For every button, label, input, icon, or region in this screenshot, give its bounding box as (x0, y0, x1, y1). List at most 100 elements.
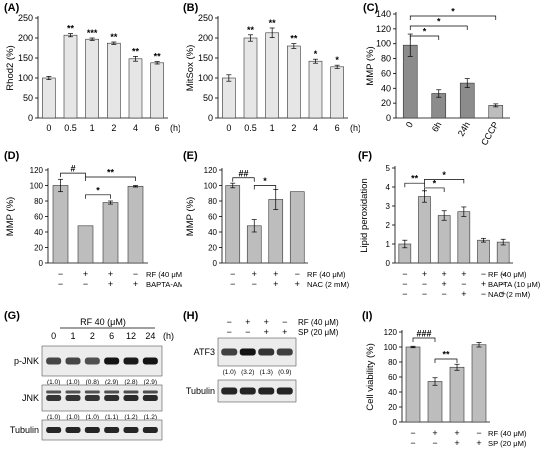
blot-row-label: JNK (22, 393, 39, 403)
blot-quant-label: (1.2) (124, 414, 137, 421)
treatment-label: RF (40 μM) (488, 429, 527, 438)
y-tick-label: 120 (376, 24, 391, 34)
significance-bracket (85, 194, 111, 199)
y-tick-label: 4 (386, 183, 391, 192)
treatment-sign: − (461, 279, 466, 289)
blot-membrane (41, 384, 163, 412)
y-tick-label: 0 (386, 113, 391, 123)
bracket-label: * (423, 27, 427, 37)
significance-label: ** (67, 24, 75, 34)
blot-band (239, 348, 256, 356)
significance-bracket (60, 172, 86, 178)
treatment-sign: − (432, 438, 437, 448)
y-tick-label: 20 (34, 244, 43, 253)
blot-time-label: 2 (90, 331, 95, 341)
blot-band (258, 348, 275, 356)
treatment-sign: + (501, 289, 506, 299)
significance-bracket (434, 358, 458, 363)
bar (225, 185, 241, 264)
blot-quant-label: (1.0) (47, 414, 60, 421)
y-tick-label: 80 (208, 197, 217, 206)
x-tick-label: 0 (404, 120, 415, 129)
panel-label-f: (F) (358, 150, 373, 162)
y-tick-label: 3 (386, 202, 391, 211)
blot-quant-label: (1.3) (260, 369, 273, 376)
bar (52, 185, 69, 264)
x-tick-label: CCCP (479, 120, 500, 147)
bar (265, 32, 279, 119)
blot-time-label: 6 (109, 331, 114, 341)
significance-label: ** (154, 52, 162, 62)
blot-membrane (41, 419, 163, 441)
treatment-sign: + (252, 269, 257, 279)
y-tick-label: 1 (386, 240, 391, 249)
significance-label: * (314, 49, 318, 59)
x-tick-label: 6 (335, 123, 340, 133)
y-tick-label: 50 (203, 93, 213, 103)
y-tick-label: 0 (213, 259, 218, 268)
blot-treatment-header: RF 40 (μM) (80, 317, 126, 327)
treatment-sign: + (476, 438, 481, 448)
treatment-sign: + (454, 438, 459, 448)
blot-treatment-sign: + (282, 327, 287, 337)
treatment-sign: − (295, 269, 300, 279)
significance-bracket (85, 176, 136, 181)
y-tick-label: 60 (34, 213, 43, 222)
bar (128, 58, 143, 119)
bar (102, 202, 119, 264)
blot-quant-label: (1.0) (223, 369, 236, 376)
treatment-sign: + (273, 279, 278, 289)
treatment-sign: − (410, 438, 415, 448)
blot-quant-label: (1.0) (66, 379, 79, 386)
blot-band (65, 427, 81, 433)
treatment-sign: + (108, 269, 113, 279)
x-tick-label: 0.5 (64, 123, 77, 133)
jnk-western-blot: RF 40 (μM)0 1 2 6 12 24 (h)p-JNK(1.0) (1.0) (0.8… (10, 317, 174, 441)
blot-quant-label: (1.0) (47, 379, 60, 386)
treatment-sign: − (501, 269, 506, 279)
blot-band (104, 390, 120, 394)
significance-label: *** (87, 28, 98, 38)
significance-label: ** (132, 46, 140, 56)
blot-quant-label: (1.1) (105, 414, 118, 421)
treatment-label: RF (40 μM) (146, 270, 182, 279)
significance-bracket (424, 187, 445, 192)
significance-bracket (424, 179, 465, 184)
significance-bracket (409, 35, 440, 40)
blot-treatment-label: SP (20 μM) (298, 328, 339, 337)
mmp-time-bar-chart: 0 20 40 60 80 100 120 140 MMP (%) 0 6h 24h CCCP * * * (365, 7, 510, 147)
blot-quant-label: (2.8) (124, 379, 137, 386)
y-tick-label: 120 (30, 166, 44, 175)
bar (471, 344, 487, 423)
treatment-sign: + (133, 279, 138, 289)
panel-label-g: (G) (4, 310, 20, 322)
blot-time-label: 1 (70, 331, 75, 341)
y-tick-label: 0 (39, 259, 44, 268)
treatment-sign: − (230, 269, 235, 279)
y-tick-label: 100 (204, 182, 218, 191)
y-tick-label: 0 (208, 113, 213, 123)
y-tick-label: 60 (381, 68, 391, 78)
bracket-label: * (437, 17, 441, 27)
treatment-label: BAPTA-AM (10 μM) (146, 280, 182, 289)
treatment-label: NAC (2 mM) (488, 290, 531, 299)
y-tick-label: 100 (376, 39, 391, 49)
x-tick-label: 6 (155, 123, 160, 133)
bracket-label: ** (442, 350, 450, 360)
blot-band (276, 348, 293, 356)
panel-label-h: (H) (183, 310, 199, 322)
treatment-label: RF (40 μM) (488, 270, 527, 279)
blot-time-unit: (h) (163, 331, 174, 341)
bar (427, 381, 443, 423)
blot-band (142, 357, 158, 365)
bar (42, 77, 56, 119)
blot-row-label: Tubulin (10, 425, 39, 435)
treatment-sign: + (83, 269, 88, 279)
bracket-label: ### (416, 329, 431, 339)
treatment-sign: − (83, 279, 88, 289)
bracket-label: * (433, 178, 437, 188)
bar (222, 77, 236, 119)
